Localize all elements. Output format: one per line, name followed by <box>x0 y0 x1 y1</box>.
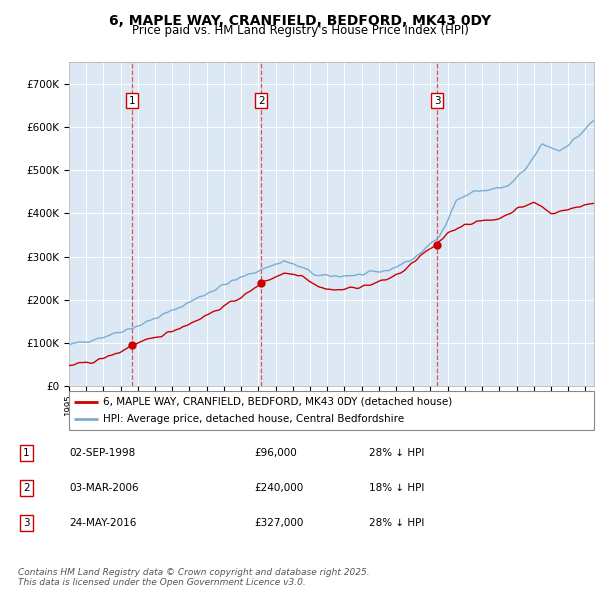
Text: Contains HM Land Registry data © Crown copyright and database right 2025.
This d: Contains HM Land Registry data © Crown c… <box>18 568 370 587</box>
Text: 6, MAPLE WAY, CRANFIELD, BEDFORD, MK43 0DY (detached house): 6, MAPLE WAY, CRANFIELD, BEDFORD, MK43 0… <box>103 396 452 407</box>
Text: 3: 3 <box>23 518 30 528</box>
Text: £327,000: £327,000 <box>254 518 303 528</box>
Text: 2: 2 <box>23 483 30 493</box>
Text: 18% ↓ HPI: 18% ↓ HPI <box>369 483 424 493</box>
Text: Price paid vs. HM Land Registry's House Price Index (HPI): Price paid vs. HM Land Registry's House … <box>131 24 469 37</box>
Text: 02-SEP-1998: 02-SEP-1998 <box>70 448 136 458</box>
Text: HPI: Average price, detached house, Central Bedfordshire: HPI: Average price, detached house, Cent… <box>103 414 404 424</box>
Text: £240,000: £240,000 <box>254 483 303 493</box>
Text: 3: 3 <box>434 96 440 106</box>
Text: £96,000: £96,000 <box>254 448 296 458</box>
Text: 1: 1 <box>23 448 30 458</box>
FancyBboxPatch shape <box>69 391 594 430</box>
Text: 6, MAPLE WAY, CRANFIELD, BEDFORD, MK43 0DY: 6, MAPLE WAY, CRANFIELD, BEDFORD, MK43 0… <box>109 14 491 28</box>
Text: 28% ↓ HPI: 28% ↓ HPI <box>369 518 424 528</box>
Text: 2: 2 <box>258 96 265 106</box>
Text: 03-MAR-2006: 03-MAR-2006 <box>70 483 139 493</box>
Text: 1: 1 <box>129 96 136 106</box>
Text: 28% ↓ HPI: 28% ↓ HPI <box>369 448 424 458</box>
Text: 24-MAY-2016: 24-MAY-2016 <box>70 518 137 528</box>
